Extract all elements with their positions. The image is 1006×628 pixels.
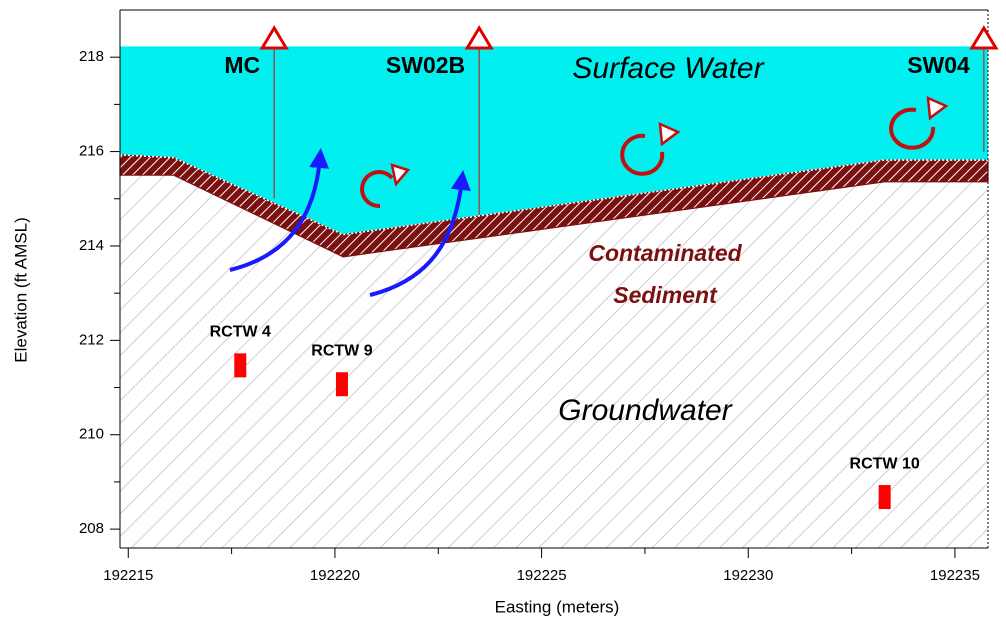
x-tick-label: 192215 bbox=[103, 567, 153, 584]
station-marker bbox=[262, 28, 286, 48]
annotation: Groundwater bbox=[558, 394, 732, 427]
annotation: Contaminated bbox=[588, 240, 742, 266]
well-label: RCTW 4 bbox=[210, 324, 271, 341]
groundwater bbox=[120, 175, 988, 548]
annotation: Surface Water bbox=[572, 52, 764, 85]
annotation: Sediment bbox=[613, 282, 718, 308]
y-tick-label: 208 bbox=[79, 520, 104, 537]
station-label: SW02B bbox=[386, 52, 465, 78]
station-label: SW04 bbox=[907, 52, 970, 78]
station-label: MC bbox=[224, 52, 260, 78]
well-screen bbox=[234, 353, 246, 377]
page: {"chart_data":{"type":"cross-section", "… bbox=[0, 0, 1006, 628]
y-tick-label: 216 bbox=[79, 143, 104, 160]
chart: Surface Water Contaminated Sediment Grou… bbox=[0, 0, 1006, 623]
y-tick-label: 212 bbox=[79, 331, 104, 348]
station-marker bbox=[972, 28, 996, 48]
well-screen bbox=[879, 485, 891, 509]
y-tick-label: 218 bbox=[79, 48, 104, 65]
y-tick-label: 214 bbox=[79, 237, 104, 254]
y-axis-title: Elevation (ft AMSL) bbox=[11, 217, 30, 363]
x-tick-label: 192220 bbox=[310, 567, 360, 584]
x-axis-title: Easting (meters) bbox=[495, 597, 620, 616]
y-tick-label: 210 bbox=[79, 426, 104, 443]
well-label: RCTW 10 bbox=[850, 455, 920, 472]
x-tick-label: 192225 bbox=[517, 567, 567, 584]
x-tick-label: 192235 bbox=[930, 567, 980, 584]
x-tick-label: 192230 bbox=[723, 567, 773, 584]
well-label: RCTW 9 bbox=[311, 342, 372, 359]
station-marker bbox=[467, 28, 491, 48]
well-screen bbox=[336, 372, 348, 396]
